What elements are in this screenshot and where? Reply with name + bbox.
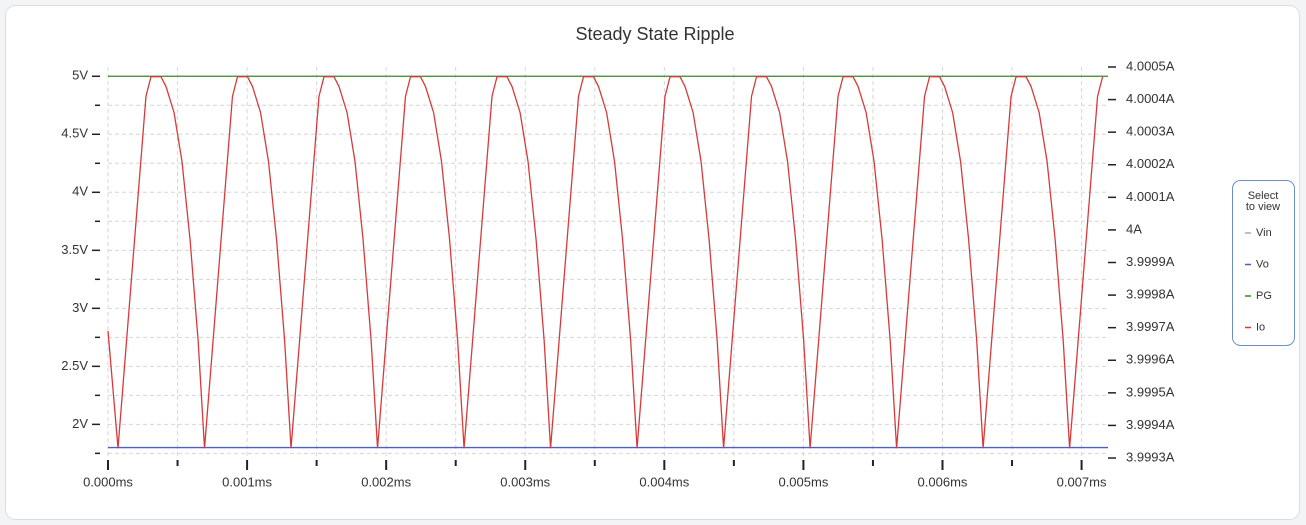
x-tick-label: 0.006ms <box>918 474 968 489</box>
plot <box>107 75 1108 449</box>
y2-tick-label: 3.9994A <box>1126 417 1175 432</box>
x-tick-label: 0.007ms <box>1057 474 1107 489</box>
y-tick-label: 3.5V <box>61 242 88 257</box>
y-tick-label: 4.5V <box>61 126 88 141</box>
y2-tick-label: 3.9999A <box>1126 254 1175 269</box>
y2-tick-label: 3.9995A <box>1126 384 1175 399</box>
y2-tick-label: 3.9996A <box>1126 352 1175 367</box>
y2-tick-label: 4.0004A <box>1126 91 1175 106</box>
y2-tick-label: 4A <box>1126 221 1142 236</box>
chart-title: Steady State Ripple <box>575 24 734 44</box>
x-tick-label: 0.005ms <box>778 474 828 489</box>
chart-panel <box>5 5 1300 520</box>
y2-tick-label: 4.0003A <box>1126 124 1175 139</box>
x-tick-label: 0.003ms <box>500 474 550 489</box>
y2-tick-label: 3.9998A <box>1126 287 1175 302</box>
y2-tick-label: 3.9993A <box>1126 449 1175 464</box>
legend[interactable]: Select to view Vin Vo PG Io <box>1232 180 1295 346</box>
x-tick-label: 0.000ms <box>83 474 133 489</box>
y2-tick-label: 4.0002A <box>1126 156 1175 171</box>
legend-label[interactable]: PG <box>1256 290 1272 302</box>
y-tick-label: 4V <box>72 184 88 199</box>
x-tick-label: 0.001ms <box>222 474 272 489</box>
legend-label[interactable]: Vin <box>1256 227 1272 239</box>
y-tick-label: 5V <box>72 68 88 83</box>
legend-label[interactable]: Vo <box>1256 258 1269 270</box>
axes: 0.000ms 0.001ms 0.002ms 0.003ms 0.004ms 0.005… <box>61 58 1175 489</box>
y2-tick-label: 4.0001A <box>1126 189 1175 204</box>
y-tick-label: 3V <box>72 300 88 315</box>
x-tick-label: 0.002ms <box>361 474 411 489</box>
x-tick-label: 0.004ms <box>639 474 689 489</box>
y2-tick-label: 4.0005A <box>1126 58 1175 73</box>
legend-label[interactable]: Io <box>1256 321 1265 333</box>
legend-title: Select to view <box>1246 190 1280 213</box>
legend-box <box>1232 180 1295 346</box>
y2-tick-label: 3.9997A <box>1126 319 1175 334</box>
y-tick-label: 2.5V <box>61 358 88 373</box>
y-tick-label: 2V <box>72 416 88 431</box>
grid <box>107 67 1108 458</box>
series-line <box>107 76 1104 449</box>
